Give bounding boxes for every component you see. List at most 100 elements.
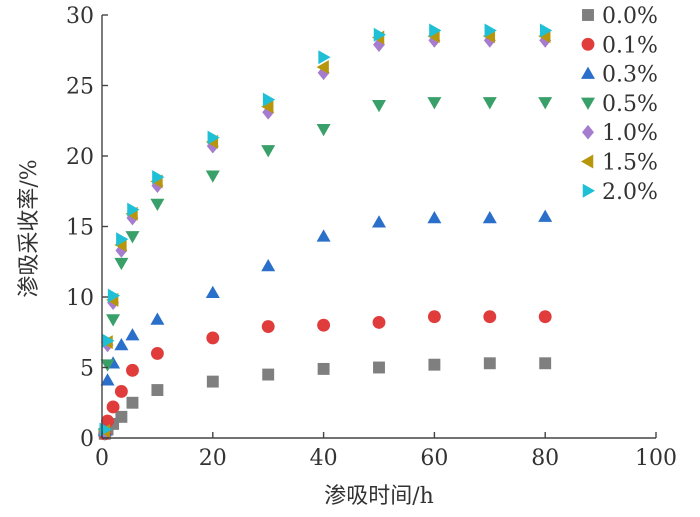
y-tick-label: 30 <box>66 4 94 29</box>
legend-marker <box>581 37 595 51</box>
data-point <box>539 23 553 38</box>
y-tick-label: 25 <box>66 75 94 100</box>
y-tick-label: 20 <box>66 145 94 170</box>
data-point <box>261 258 276 272</box>
data-point <box>100 359 115 372</box>
x-tick-label: 40 <box>310 446 338 471</box>
data-point <box>100 373 115 386</box>
data-point <box>316 60 329 75</box>
data-point <box>429 23 442 38</box>
legend-marker <box>582 183 595 198</box>
data-point <box>152 170 165 185</box>
data-point <box>262 92 276 107</box>
legend-marker <box>581 154 594 169</box>
plot-area <box>97 23 553 441</box>
data-point <box>372 315 386 329</box>
data-point <box>427 211 442 224</box>
data-point <box>372 99 386 113</box>
y-tick-label: 15 <box>66 216 94 241</box>
data-point <box>539 357 552 370</box>
x-axis-title: 渗吸时间/h <box>324 484 434 509</box>
data-point <box>318 50 331 65</box>
legend-marker <box>581 66 595 79</box>
data-point <box>101 414 114 428</box>
data-point <box>150 312 165 325</box>
data-point <box>428 358 441 371</box>
data-point <box>127 202 140 217</box>
data-point <box>262 368 275 381</box>
legend-item: 2.0% <box>582 180 658 205</box>
data-point <box>317 362 330 375</box>
legend-marker <box>582 9 594 21</box>
data-point <box>538 310 552 324</box>
y-tick-label: 0 <box>80 427 94 452</box>
legend-marker <box>582 124 594 140</box>
legend-label: 1.0% <box>602 121 658 146</box>
data-point <box>539 33 552 48</box>
x-tick-label: 100 <box>635 446 677 471</box>
x-tick-label: 20 <box>199 446 227 471</box>
series-0 <box>98 357 552 440</box>
legend-label: 2.0% <box>602 180 658 205</box>
data-point <box>114 337 129 351</box>
data-point <box>125 231 140 244</box>
data-point <box>483 310 497 324</box>
x-tick-label: 80 <box>531 446 559 471</box>
data-point <box>126 363 139 377</box>
legend: 0.0% 0.1% 0.3% 0.5% 1.0% 1.5% 2.0% <box>581 4 658 205</box>
data-point <box>482 211 497 224</box>
data-point <box>373 27 386 42</box>
data-point <box>538 97 553 110</box>
data-point <box>126 396 139 409</box>
y-axis-title: 渗吸采收率/% <box>17 159 42 297</box>
data-point <box>483 357 496 370</box>
data-point <box>114 385 128 398</box>
data-point <box>317 318 331 332</box>
data-point <box>261 320 275 334</box>
legend-label: 0.3% <box>602 63 658 88</box>
data-point <box>107 288 121 303</box>
data-point <box>427 97 442 110</box>
y-axis-ticks: 0 5 10 15 20 25 30 <box>66 4 108 452</box>
data-point <box>125 328 140 341</box>
data-point <box>206 375 219 388</box>
y-tick-label: 5 <box>80 357 94 382</box>
legend-label: 0.0% <box>602 4 658 29</box>
legend-item: 0.5% <box>581 92 658 117</box>
legend-item: 1.5% <box>581 151 658 176</box>
legend-item: 0.3% <box>581 63 658 88</box>
y-tick-label: 10 <box>66 286 94 311</box>
data-point <box>114 257 129 271</box>
legend-label: 0.5% <box>602 92 658 117</box>
data-point <box>151 384 164 397</box>
data-point <box>427 310 441 324</box>
data-point <box>373 361 385 374</box>
data-point <box>106 314 121 327</box>
legend-label: 0.1% <box>602 33 658 58</box>
data-point <box>372 215 386 228</box>
legend-marker <box>581 97 595 110</box>
data-point <box>261 145 276 158</box>
legend-item: 0.1% <box>581 33 658 58</box>
data-point <box>373 37 385 52</box>
data-point <box>205 285 220 299</box>
data-point <box>316 229 331 242</box>
data-point <box>316 123 331 137</box>
x-tick-label: 0 <box>95 446 109 471</box>
legend-label: 1.5% <box>602 151 658 176</box>
x-tick-label: 60 <box>420 446 448 471</box>
data-point <box>115 410 128 423</box>
legend-item: 1.0% <box>582 121 658 146</box>
data-point <box>261 99 274 114</box>
series-3 <box>97 97 553 441</box>
data-point <box>106 400 120 414</box>
data-point <box>205 170 220 183</box>
data-point <box>150 198 165 211</box>
data-point <box>484 23 497 38</box>
data-point <box>150 346 164 360</box>
data-point <box>102 333 115 348</box>
legend-item: 0.0% <box>582 4 658 29</box>
data-point <box>482 97 497 110</box>
data-point <box>538 209 553 222</box>
